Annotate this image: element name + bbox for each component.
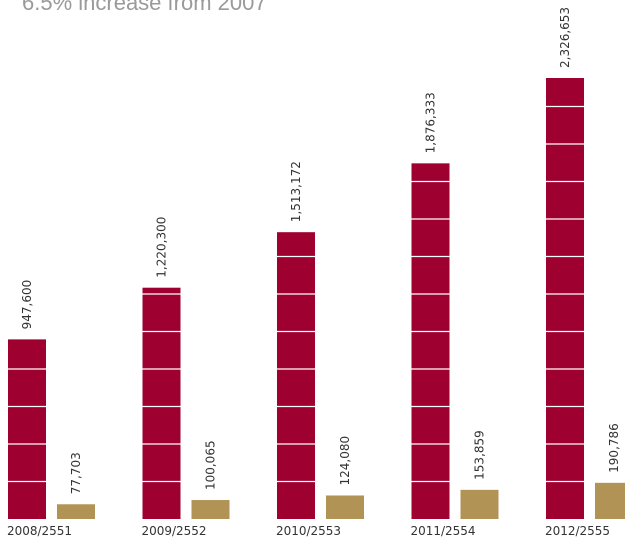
data-label: 100,065 bbox=[204, 440, 218, 490]
x-tick-label: 2009/2552 bbox=[141, 524, 206, 537]
bar-series1-2010-2553 bbox=[277, 232, 315, 520]
data-label: 1,220,300 bbox=[155, 217, 169, 278]
data-label: 77,703 bbox=[69, 452, 83, 494]
chart-subtitle: 6.5% increase from 2007 bbox=[22, 0, 267, 15]
x-tick-label: 2010/2553 bbox=[276, 524, 341, 537]
data-label: 947,600 bbox=[20, 280, 34, 330]
bar-series2-2010-2553 bbox=[326, 495, 364, 519]
x-tick-label: 2011/2554 bbox=[410, 524, 475, 537]
x-tick-label: 2012/2555 bbox=[545, 524, 610, 537]
bar-series2-2008-2551 bbox=[57, 504, 95, 519]
data-label: 153,859 bbox=[473, 430, 487, 480]
data-label: 2,326,653 bbox=[558, 7, 572, 68]
bar-series1-2008-2551 bbox=[8, 339, 46, 519]
data-label: 190,786 bbox=[607, 423, 621, 473]
bar-series1-2009-2552 bbox=[142, 287, 181, 519]
data-label: 124,080 bbox=[338, 436, 352, 486]
x-tick-label: 2008/2551 bbox=[7, 524, 72, 537]
bar-series2-2009-2552 bbox=[191, 500, 230, 519]
data-label: 1,513,172 bbox=[289, 161, 303, 222]
bar-series1-2012-2555 bbox=[546, 78, 584, 519]
data-label: 1,876,333 bbox=[424, 92, 438, 153]
bar-series2-2012-2555 bbox=[595, 482, 625, 519]
bar-series1-2011-2554 bbox=[411, 163, 450, 519]
bar-series2-2011-2554 bbox=[460, 489, 499, 519]
